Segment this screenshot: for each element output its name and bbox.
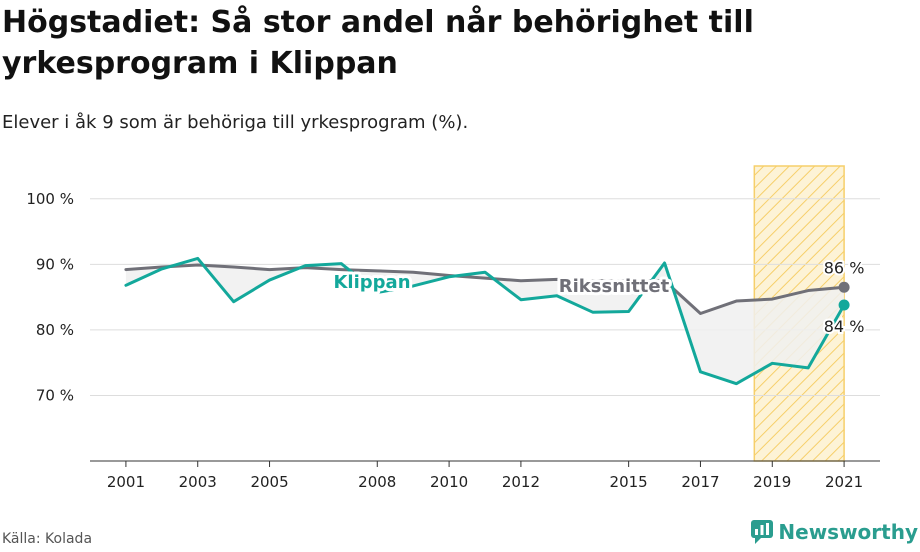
y-tick-label: 90 % [36,255,74,273]
newsworthy-bars-icon [751,520,774,544]
series-label-klippan: Klippan [333,272,410,293]
end-label-rikssnittet: 86 % [824,258,865,277]
brand-name: Newsworthy [778,520,918,544]
newsworthy-logo[interactable]: Newsworthy [751,520,918,544]
series-line-klippan [124,256,846,386]
x-tick-label: 2001 [107,473,145,491]
x-tick-label: 2017 [681,473,719,491]
x-tick-label: 2012 [502,473,540,491]
chart-subtitle: Elever i åk 9 som är behöriga till yrkes… [2,112,469,133]
y-tick-label: 70 % [36,386,74,404]
series-line-rikssnittet-end-point [838,281,850,293]
x-tick-label: 2005 [250,473,288,491]
x-tick-label: 2021 [825,473,863,491]
series-label-rikssnittet: Rikssnittet [559,276,670,297]
gap-area [125,258,845,384]
x-tick-label: 2008 [358,473,396,491]
end-label-klippan: 84 % [824,317,865,336]
x-tick-label: 2003 [179,473,217,491]
chart-title: Högstadiet: Så stor andel når behörighet… [2,5,754,81]
y-tick-label: 80 % [36,321,74,339]
y-tick-label: 100 % [26,190,74,208]
series-line-klippan-end-point [838,299,850,311]
source-note: Källa: Kolada [2,531,93,547]
x-tick-label: 2015 [610,473,648,491]
x-tick-label: 2019 [753,473,791,491]
x-tick-label: 2010 [430,473,468,491]
series-line-rikssnittet [124,263,846,315]
